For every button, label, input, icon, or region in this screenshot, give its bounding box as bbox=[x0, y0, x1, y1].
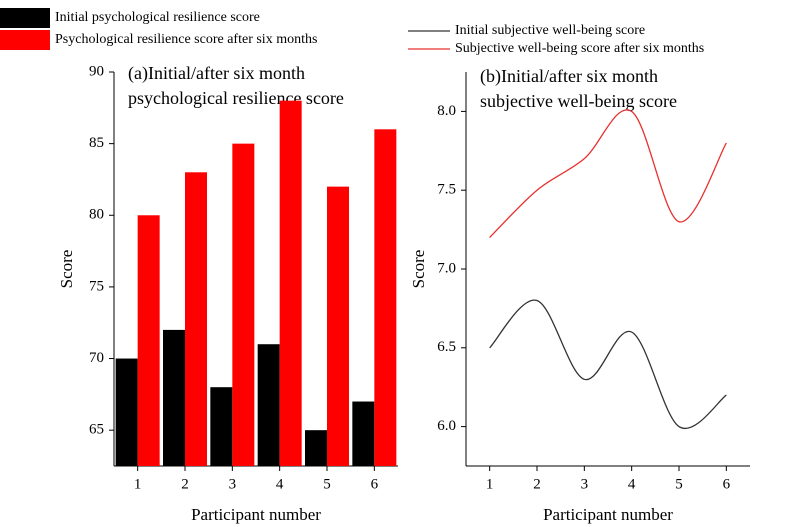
bar bbox=[257, 344, 280, 466]
x-axis-label: Participant number bbox=[191, 505, 321, 524]
x-tick-label: 6 bbox=[371, 476, 379, 492]
x-tick-label: 2 bbox=[533, 476, 541, 492]
legend-label: Initial subjective well-being score bbox=[455, 23, 645, 38]
x-axis-label: Participant number bbox=[543, 505, 673, 524]
legend-swatch bbox=[0, 30, 50, 50]
x-tick-label: 5 bbox=[675, 476, 683, 492]
bar bbox=[163, 329, 185, 466]
x-tick-label: 5 bbox=[323, 476, 331, 492]
bar bbox=[279, 100, 302, 467]
subplot-title: (a)Initial/after six month bbox=[128, 63, 305, 84]
bar bbox=[374, 129, 397, 467]
bar bbox=[115, 358, 138, 466]
x-tick-label: 4 bbox=[628, 476, 636, 492]
y-tick-label: 65 bbox=[89, 422, 104, 438]
y-axis-label: Score bbox=[409, 250, 428, 289]
x-tick-label: 1 bbox=[486, 476, 494, 492]
y-tick-label: 6.0 bbox=[437, 418, 456, 434]
subplot-title: subjective well-being score bbox=[480, 91, 677, 111]
bar bbox=[185, 172, 207, 467]
y-tick-label: 7.0 bbox=[437, 260, 456, 276]
bar bbox=[210, 387, 233, 466]
y-tick-label: 90 bbox=[89, 63, 104, 79]
y-tick-label: 8.0 bbox=[437, 103, 456, 119]
y-tick-label: 85 bbox=[89, 135, 104, 151]
subplot-title: (b)Initial/after six month bbox=[480, 66, 658, 87]
line bbox=[489, 109, 727, 238]
x-tick-label: 6 bbox=[723, 476, 731, 492]
x-tick-label: 1 bbox=[134, 476, 142, 492]
x-tick-label: 3 bbox=[229, 476, 237, 492]
bar bbox=[352, 401, 375, 466]
legend-label: Subjective well-being score after six mo… bbox=[455, 41, 704, 56]
bar bbox=[232, 143, 255, 467]
x-tick-label: 4 bbox=[276, 476, 284, 492]
legend-swatch bbox=[0, 8, 50, 28]
bar bbox=[137, 215, 160, 466]
legend-label: Initial psychological resilience score bbox=[55, 10, 260, 25]
y-tick-label: 75 bbox=[89, 278, 104, 294]
bar bbox=[305, 430, 327, 466]
y-axis-label: Score bbox=[57, 250, 76, 289]
line bbox=[489, 299, 727, 430]
x-tick-label: 3 bbox=[581, 476, 589, 492]
y-tick-label: 7.5 bbox=[437, 182, 456, 198]
y-tick-label: 6.5 bbox=[437, 339, 456, 355]
y-tick-label: 80 bbox=[89, 207, 104, 223]
subplot-title: psychological resilience score bbox=[128, 88, 344, 108]
x-tick-label: 2 bbox=[181, 476, 189, 492]
bar bbox=[327, 186, 349, 467]
y-tick-label: 70 bbox=[89, 350, 104, 366]
legend-label: Psychological resilience score after six… bbox=[55, 32, 317, 47]
